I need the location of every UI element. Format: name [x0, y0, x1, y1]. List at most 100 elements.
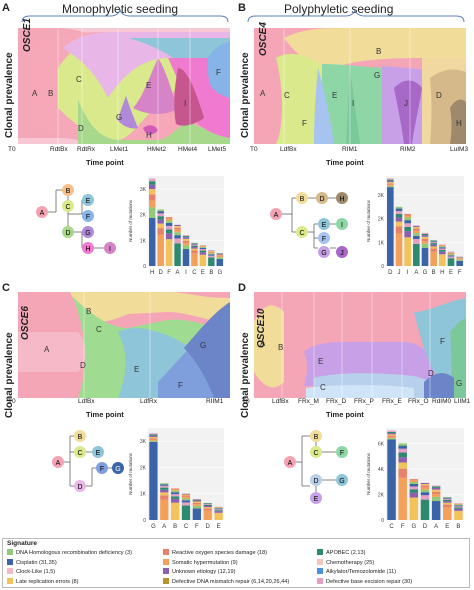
bar-segment-E	[443, 507, 452, 520]
bar-segment-F	[456, 260, 463, 266]
bar-segment-C	[191, 245, 198, 248]
bar-segment-B	[430, 248, 437, 252]
bar-segment-C	[181, 505, 191, 520]
bar-segment-G	[216, 257, 223, 259]
bar-segment-E	[214, 512, 223, 520]
bar-segment-J	[395, 226, 403, 234]
legend-swatch	[7, 549, 13, 555]
legend-swatch	[163, 558, 169, 565]
bar-segment-G	[409, 489, 419, 493]
clone-label-d-a: A	[260, 339, 266, 348]
panel-letter-b: B	[238, 2, 246, 14]
bar-segment-D	[157, 209, 164, 212]
bar-segment-E	[443, 501, 452, 503]
bar-segment-E	[199, 246, 207, 247]
bar-segment-B	[454, 508, 463, 511]
tp-a-2: RdtRx	[77, 146, 96, 153]
node-c-c: C	[77, 450, 82, 457]
bar-segment-B	[208, 252, 215, 254]
bar-segment-C	[387, 436, 396, 439]
time-point-label-c: Time point	[86, 410, 124, 419]
bar-segment-H	[149, 207, 156, 218]
bar-segment-B	[430, 243, 437, 245]
bar-segment-F	[192, 505, 201, 509]
bar-segment-E	[199, 252, 207, 255]
node-c-g: G	[115, 466, 120, 473]
clone-label-c-d: D	[80, 361, 86, 370]
clone-label-a-e: E	[146, 81, 151, 90]
bar-segment-B	[208, 251, 215, 252]
bar-segment-G	[421, 235, 429, 237]
bar-segment-G	[216, 256, 223, 258]
bar-segment-I	[182, 242, 190, 246]
tp-a-6: LMet5	[208, 146, 227, 153]
tp-a-0: T0	[8, 146, 16, 153]
bar-segment-E	[447, 252, 455, 253]
tp-b-4: LuIM3	[450, 146, 469, 153]
bar-segment-F	[165, 218, 173, 221]
legend-label: Clock-Like (1,5)	[16, 569, 56, 575]
bar-segment-I	[404, 220, 411, 224]
bar-segment-J	[395, 213, 403, 218]
legend-swatch	[317, 568, 323, 574]
x-tick-label: J	[398, 270, 401, 276]
legend-label: Late replication errors (8)	[16, 578, 79, 585]
tp-c-0: T0	[8, 398, 16, 405]
bar-segment-E	[443, 497, 452, 498]
tree-a: A B C E F D G H I	[36, 184, 116, 254]
clone-label-c-e: E	[134, 365, 139, 374]
bar-segment-H	[439, 254, 446, 266]
bar-segment-D	[420, 489, 430, 493]
node-d-f: F	[340, 450, 344, 457]
bar-segment-A	[174, 235, 181, 239]
bar-segment-G	[149, 433, 158, 435]
y-tick-label: 1K	[140, 492, 147, 498]
bar-segment-A	[431, 501, 441, 520]
legend-swatch	[163, 568, 169, 574]
bar-segment-H	[439, 251, 446, 255]
bar-segment-D	[387, 185, 394, 188]
clone-label-d-d: D	[428, 369, 434, 378]
x-tick-label: C	[192, 270, 197, 276]
x-tick-label: B	[209, 270, 213, 276]
bar-segment-H	[439, 246, 446, 248]
bar-segment-A	[413, 226, 420, 229]
bar-segment-D	[420, 487, 430, 490]
bar-segment-E	[199, 246, 207, 248]
bar-segment-D	[420, 482, 430, 485]
fishplot-c: A B C D E F G	[18, 292, 230, 398]
tp-d-3: FRx_D	[326, 398, 347, 405]
bar-segment-G	[216, 253, 223, 255]
x-tick-label: B	[173, 524, 177, 530]
clone-label-d-f: F	[440, 337, 445, 346]
bar-segment-E	[447, 255, 455, 257]
bar-segment-G	[409, 481, 419, 485]
clone-label-c-b: B	[86, 307, 91, 316]
node-d-d: D	[313, 478, 318, 485]
clone-label-b-c: C	[284, 91, 290, 100]
bar-segment-B	[430, 239, 437, 241]
x-tick-label: E	[217, 524, 221, 530]
bar-segment-B	[430, 241, 437, 244]
bar-segment-A	[160, 492, 169, 496]
bar-segment-D	[157, 219, 164, 224]
bar-segment-F	[192, 508, 201, 520]
tp-c-1: LdfBx	[78, 398, 95, 405]
node-c-d: D	[77, 484, 82, 491]
bar-segment-G	[409, 484, 419, 487]
x-tick-label: C	[389, 524, 394, 530]
bar-segment-C	[181, 500, 191, 503]
bar-segment-F	[398, 457, 407, 463]
bar-segment-D	[203, 508, 212, 511]
bar-segment-H	[439, 250, 446, 252]
polyphyletic-title: Polyphyletic seeding	[284, 2, 394, 16]
fishplot-d: A B C D E F G	[254, 292, 466, 398]
bar-segment-C	[181, 495, 191, 497]
bar-segment-H	[149, 189, 156, 195]
x-tick-label: F	[458, 270, 462, 276]
bar-segment-A	[413, 230, 420, 233]
bar-segment-F	[398, 477, 407, 520]
bar-segment-I	[404, 217, 411, 221]
bar-segment-B	[208, 257, 215, 266]
bar-segment-G	[149, 440, 158, 442]
